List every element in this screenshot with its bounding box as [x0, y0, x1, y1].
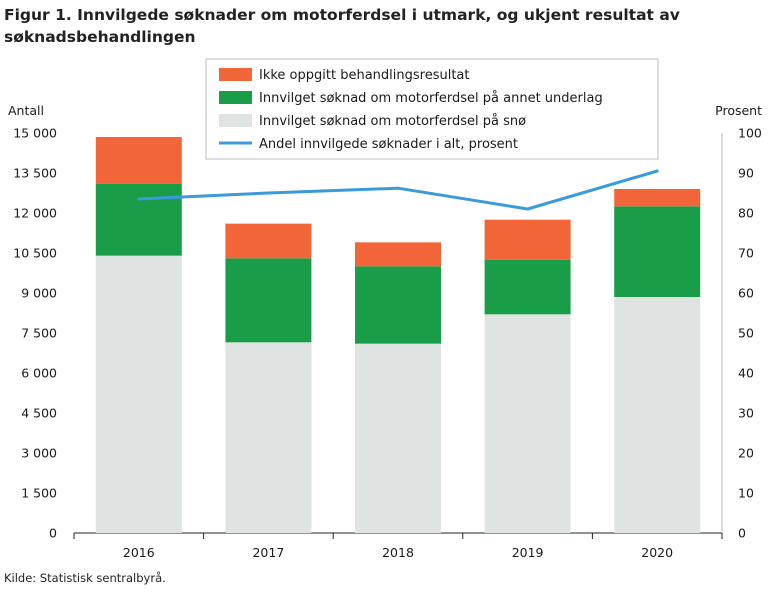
legend-swatch	[219, 68, 252, 81]
bar-segment-2	[95, 183, 182, 256]
y-tick-label-left: 13 500	[13, 166, 57, 181]
y-tick-label-left: 3 000	[21, 446, 57, 461]
y-tick-label-right: 90	[738, 166, 754, 181]
bar-segment-1	[95, 255, 182, 533]
line-point	[526, 207, 530, 211]
y-tick-label-left: 9 000	[21, 286, 57, 301]
bar-segment-1	[614, 297, 701, 533]
chart-title: Figur 1. Innvilgede søknader om motorfer…	[4, 6, 680, 46]
y-axis-title-left: Antall	[8, 103, 44, 118]
line-point	[655, 169, 659, 173]
y-tick-label-right: 10	[738, 486, 754, 501]
y-tick-label-right: 100	[738, 126, 762, 141]
y-tick-label-left: 1 500	[21, 486, 57, 501]
bar-segment-3	[484, 219, 571, 260]
y-tick-label-right: 20	[738, 446, 754, 461]
bar-segment-1	[484, 314, 571, 533]
legend-label: Innvilget søknad om motorferdsel på anne…	[259, 91, 603, 106]
bar-segment-3	[355, 242, 441, 267]
y-tick-label-right: 50	[738, 326, 754, 341]
bar-segment-2	[355, 266, 441, 344]
y-tick-label-left: 6 000	[21, 366, 57, 381]
x-tick-label: 2019	[512, 545, 544, 560]
y-tick-label-left: 4 500	[21, 406, 57, 421]
bar-segment-1	[355, 343, 441, 533]
line-andel-innvilgede	[138, 169, 658, 211]
y-tick-label-left: 0	[49, 526, 57, 541]
bars	[95, 137, 701, 533]
y-tick-label-right: 0	[738, 526, 746, 541]
bar-segment-3	[225, 223, 312, 259]
y-tick-label-right: 30	[738, 406, 754, 421]
x-tick-label: 2018	[382, 545, 414, 560]
y-tick-label-right: 40	[738, 366, 754, 381]
bar-segment-2	[614, 206, 701, 297]
legend-label: Innvilget søknad om motorferdsel på snø	[259, 114, 526, 129]
y-tick-label-right: 70	[738, 246, 754, 261]
y-axis-title-right: Prosent	[715, 103, 762, 118]
line-series	[137, 169, 659, 211]
legend-swatch	[219, 114, 252, 127]
line-point	[266, 191, 270, 195]
x-tick-label: 2017	[252, 545, 284, 560]
bar-segment-2	[484, 259, 571, 315]
legend: Ikke oppgitt behandlingsresultat Innvilge…	[205, 58, 659, 160]
legend-label: Ikke oppgitt behandlingsresultat	[259, 68, 469, 83]
y-tick-label-left: 10 500	[13, 246, 57, 261]
bar-segment-2	[225, 258, 312, 343]
bar-segment-3	[95, 137, 182, 184]
y-tick-label-right: 60	[738, 286, 754, 301]
axes: Antall Prosent 0 1 500 3 000 4 500 6 000 7 500 9…	[8, 103, 762, 560]
y-tick-label-left: 7 500	[21, 326, 57, 341]
bar-segment-3	[614, 189, 701, 207]
x-tick-label: 2020	[641, 545, 673, 560]
x-tick-label: 2016	[123, 545, 155, 560]
y-tick-label-left: 12 000	[13, 206, 57, 221]
y-tick-label-left: 15 000	[13, 126, 57, 141]
line-point	[137, 197, 141, 201]
bar-segment-1	[225, 342, 312, 533]
legend-box	[205, 58, 659, 160]
line-point	[396, 186, 400, 190]
legend-swatch	[219, 91, 252, 104]
legend-label: Andel innvilgede søknader i alt, prosent	[259, 137, 518, 152]
source-note: Kilde: Statistisk sentralbyrå.	[4, 571, 166, 585]
y-tick-label-right: 80	[738, 206, 754, 221]
